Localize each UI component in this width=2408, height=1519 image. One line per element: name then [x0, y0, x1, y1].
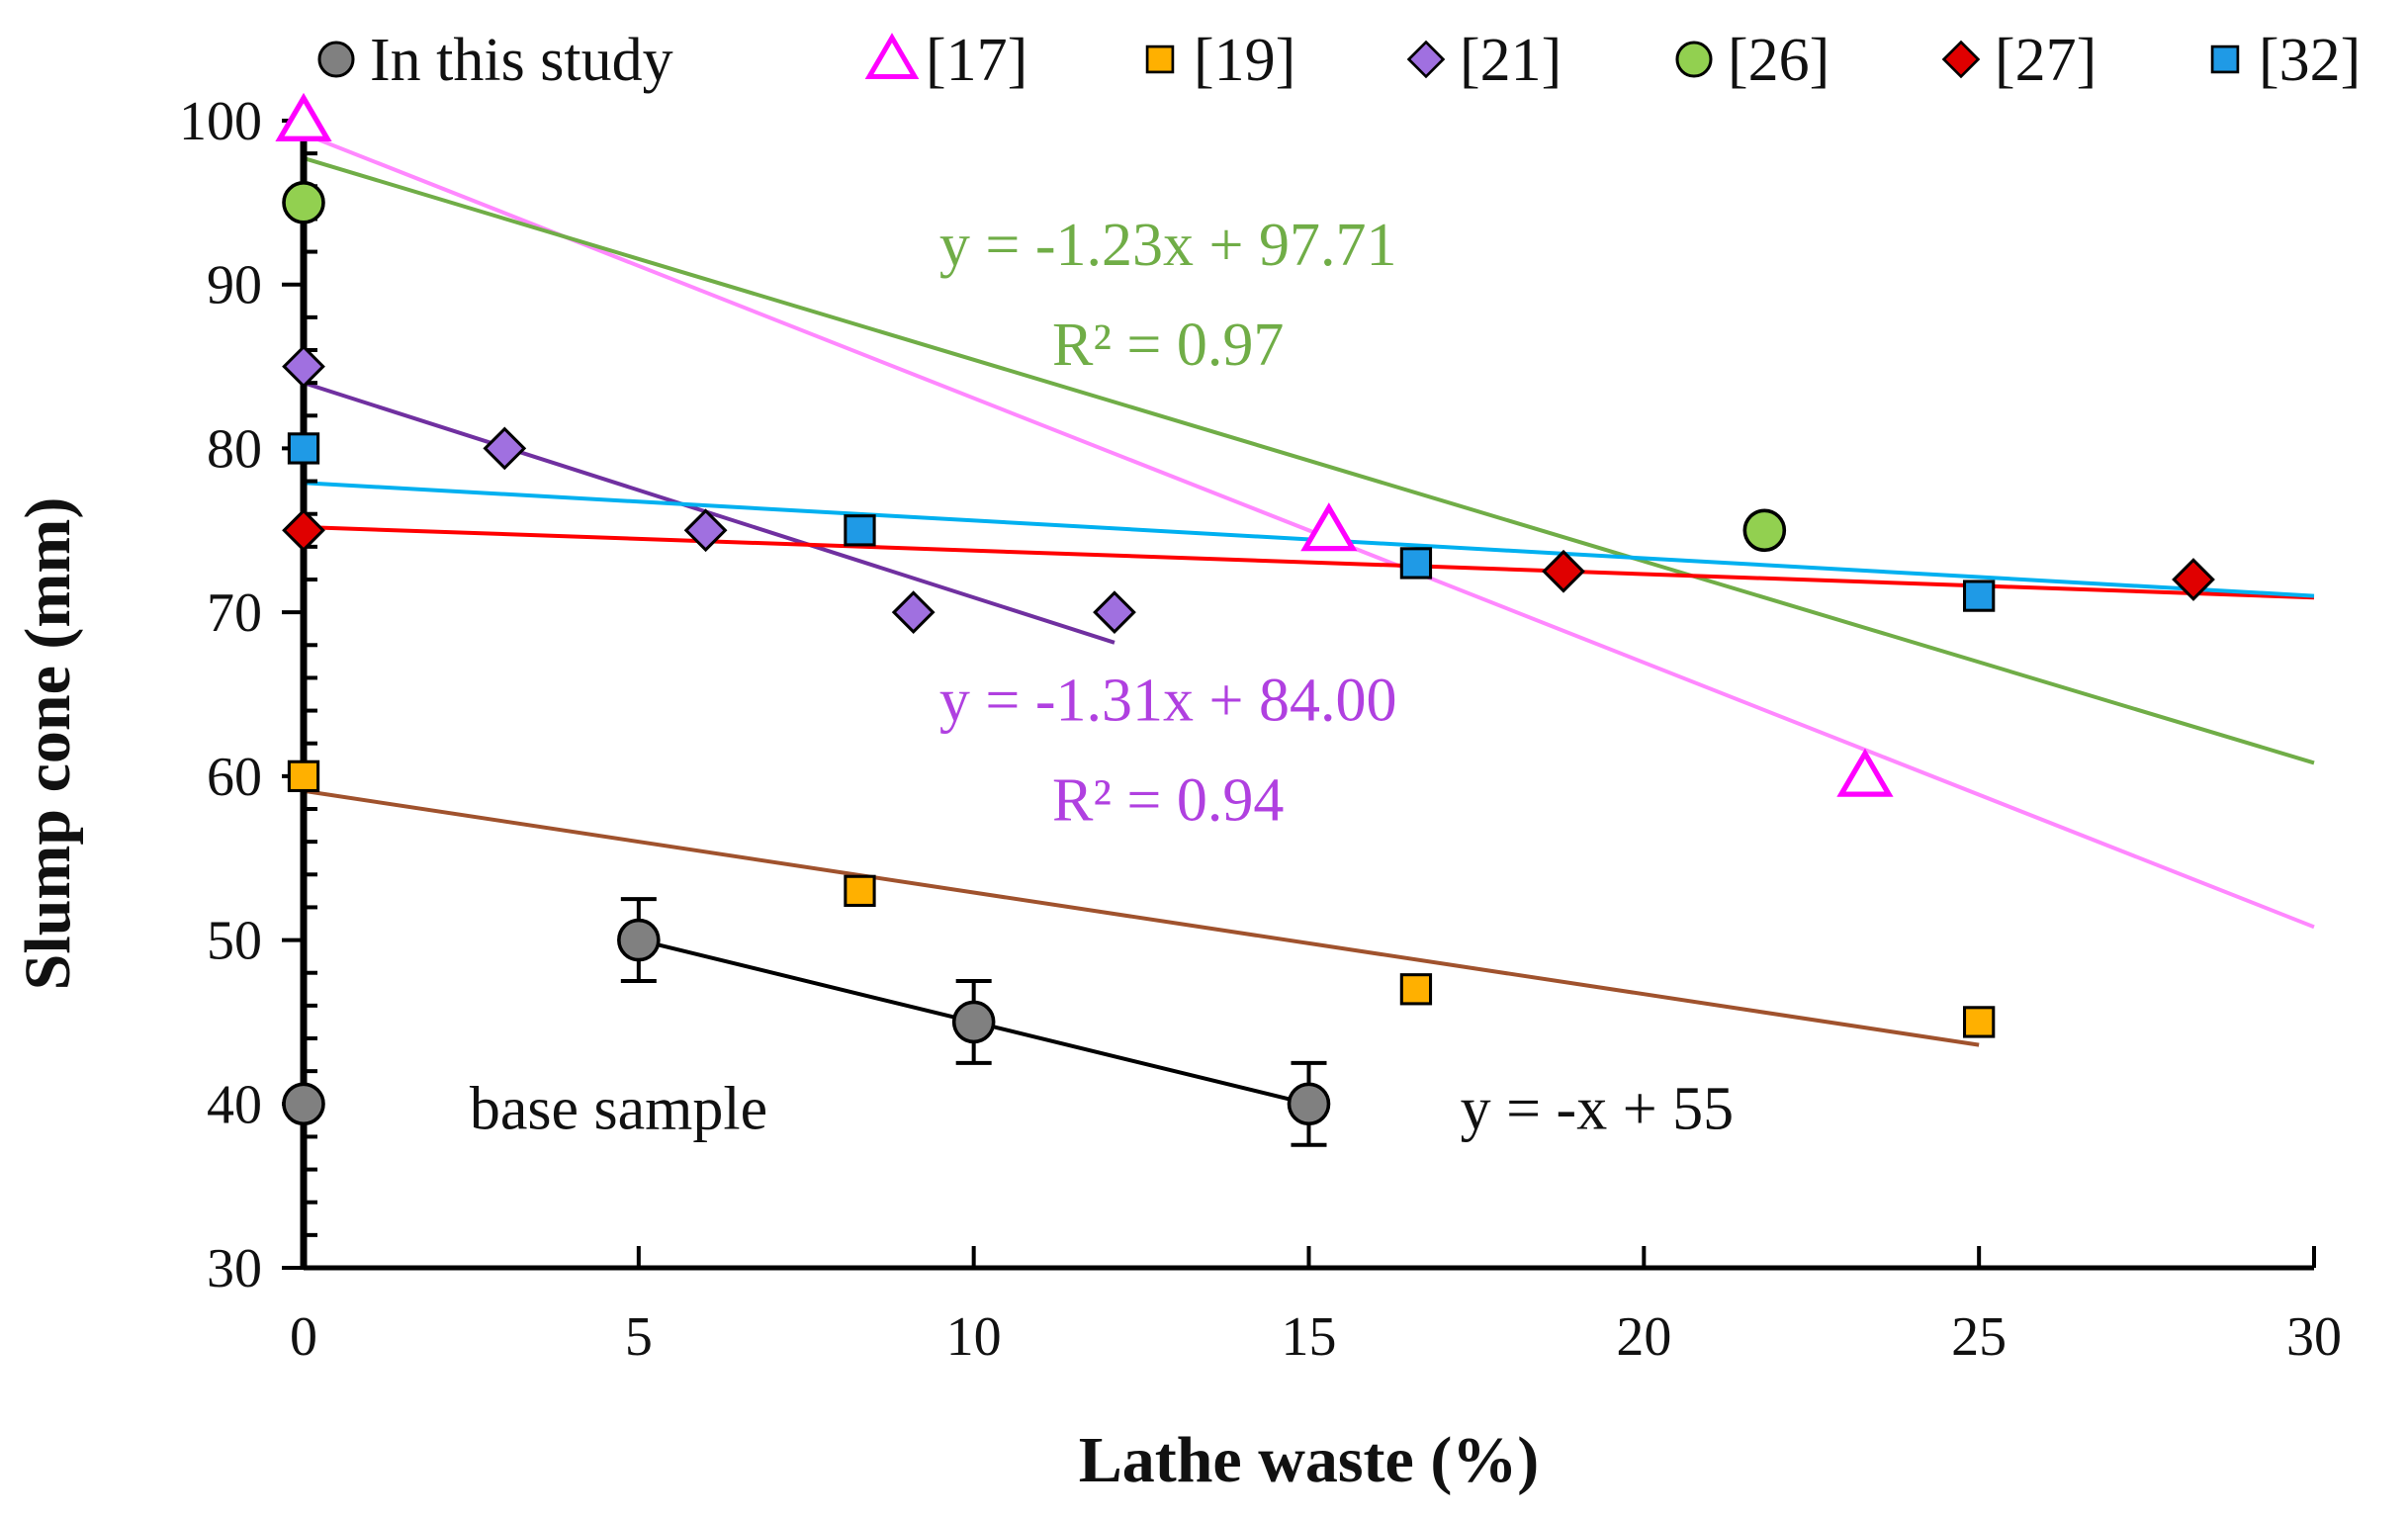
- data-point-in-this-study: [282, 1082, 325, 1126]
- legend-marker-17: [864, 33, 920, 79]
- legend-marker-32: [2210, 45, 2240, 74]
- x-tick-label: 15: [1282, 1306, 1337, 1368]
- data-point-in-this-study: [951, 1000, 996, 1044]
- legend-marker-27: [1941, 40, 1981, 79]
- legend-marker-21: [1406, 40, 1446, 79]
- y-tick-label: 70: [207, 582, 262, 644]
- data-point-21: [282, 344, 325, 389]
- x-tick-label: 5: [625, 1306, 653, 1368]
- legend-label-21: [21]: [1460, 27, 1561, 94]
- data-point-19: [1963, 1006, 1996, 1038]
- y-tick-label: 40: [207, 1074, 262, 1135]
- data-point-21: [891, 590, 936, 635]
- legend: In this study [17] [19] [21] [26] [27] [32]: [317, 27, 2361, 94]
- data-point-26: [282, 181, 325, 224]
- annotation-y-1-23x-97-71: y = -1.23x + 97.71: [939, 212, 1397, 279]
- data-point-32: [844, 514, 876, 547]
- data-point-17: [1836, 748, 1894, 797]
- data-point-21: [483, 426, 527, 471]
- data-point-27: [282, 508, 325, 553]
- legend-marker-26: [1675, 41, 1713, 78]
- y-tick-label: 100: [179, 91, 262, 152]
- x-tick-label: 25: [1951, 1306, 2007, 1368]
- data-point-19: [1399, 973, 1433, 1006]
- legend-marker-in-this-study: [317, 41, 355, 78]
- annotation-r-0-94: R² = 0.94: [1052, 767, 1284, 835]
- data-points: [275, 92, 2215, 1126]
- x-tick-label: 10: [946, 1306, 1002, 1368]
- y-tick-label: 50: [207, 911, 262, 972]
- y-tick-label: 60: [207, 747, 262, 808]
- data-point-32: [1963, 580, 1996, 612]
- trend-line-19: [303, 788, 1980, 1047]
- data-point-19: [844, 874, 876, 908]
- legend-marker-19: [1145, 45, 1175, 74]
- data-point-in-this-study: [617, 918, 661, 962]
- data-point-21: [683, 508, 728, 553]
- annotation-y-x-55: y = -x + 55: [1461, 1075, 1735, 1142]
- legend-label-19: [19]: [1194, 27, 1295, 94]
- data-point-17: [1300, 502, 1358, 552]
- legend-label-17: [17]: [926, 27, 1027, 94]
- data-point-32: [1399, 547, 1433, 580]
- y-tick-label: 90: [207, 255, 262, 316]
- annotations: y = -1.23x + 97.71 R² = 0.97 y = -1.31x + …: [470, 212, 1734, 1142]
- data-point-27: [2172, 558, 2215, 601]
- data-point-26: [1742, 508, 1787, 553]
- legend-label-27: [27]: [1995, 27, 2096, 94]
- data-point-in-this-study: [1287, 1082, 1331, 1126]
- annotation-base-sample: base sample: [470, 1075, 767, 1142]
- annotation-y-1-31x-84-00: y = -1.31x + 84.00: [939, 668, 1397, 735]
- trend-line-17: [303, 132, 2315, 930]
- x-tick-label: 0: [290, 1306, 317, 1368]
- legend-label-32: [32]: [2259, 27, 2361, 94]
- x-axis-title: Lathe waste (%): [1079, 1424, 1540, 1496]
- data-point-21: [1093, 590, 1136, 635]
- data-point-27: [1542, 549, 1585, 593]
- data-point-32: [287, 432, 320, 465]
- y-tick-label: 80: [207, 418, 262, 480]
- legend-label-26: [26]: [1728, 27, 1829, 94]
- y-tick-label: 30: [207, 1238, 262, 1299]
- trend-line-26: [303, 156, 2315, 765]
- x-tick-label: 30: [2286, 1306, 2342, 1368]
- data-point-19: [287, 760, 320, 793]
- annotation-r-0-97: R² = 0.97: [1052, 312, 1284, 379]
- data-point-17: [275, 92, 332, 141]
- legend-label-in-this-study: In this study: [370, 27, 673, 94]
- trend-lines: [303, 132, 2315, 1107]
- y-axis-title: Slump cone (mm): [12, 497, 84, 991]
- x-tick-label: 20: [1616, 1306, 1671, 1368]
